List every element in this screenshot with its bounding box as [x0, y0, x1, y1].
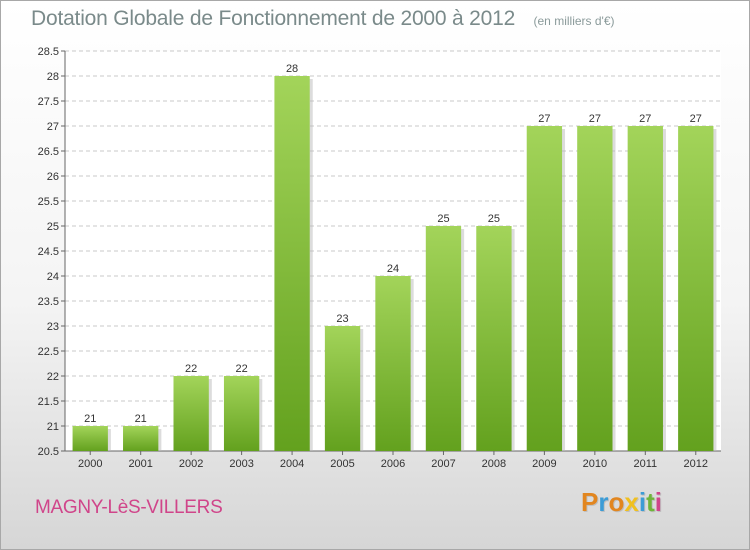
- bar: [526, 126, 563, 451]
- logo-letter: P: [581, 487, 599, 517]
- commune-name: MAGNY-LèS-VILLERS: [35, 497, 223, 518]
- y-tick-label: 24: [47, 271, 59, 283]
- bar-value-label: 23: [336, 313, 348, 325]
- bar-value-label: 22: [185, 363, 197, 375]
- x-tick-label: 2002: [179, 458, 203, 470]
- y-tick-label: 21: [47, 421, 59, 433]
- bar: [324, 326, 361, 451]
- x-tick-label: 2011: [633, 458, 657, 470]
- x-tick-label: 2005: [330, 458, 354, 470]
- bar: [223, 376, 260, 451]
- bar-value-label: 27: [589, 113, 601, 125]
- title-block: Dotation Globale de Fonctionnement de 20…: [31, 7, 615, 31]
- bar: [678, 126, 714, 451]
- bar-value-label: 27: [538, 113, 550, 125]
- y-tick-label: 25: [47, 221, 59, 233]
- y-tick-label: 23.5: [38, 296, 59, 308]
- y-tick-label: 20.5: [38, 446, 59, 458]
- x-tick-label: 2001: [128, 458, 152, 470]
- y-tick-label: 26.5: [38, 146, 59, 158]
- y-tick-label: 25.5: [38, 196, 59, 208]
- bar-value-label: 25: [488, 213, 500, 225]
- x-tick-label: 2012: [684, 458, 708, 470]
- y-tick-label: 21.5: [38, 396, 59, 408]
- bar: [173, 376, 209, 451]
- logo-letter: r: [598, 487, 609, 517]
- logo-letter: o: [608, 487, 625, 517]
- proxiti-logo[interactable]: Proxiti: [581, 487, 662, 518]
- x-tick-label: 2010: [583, 458, 607, 470]
- bar: [123, 426, 159, 451]
- bar-value-label: 21: [135, 413, 147, 425]
- y-tick-label: 24.5: [38, 246, 59, 258]
- chart-title: Dotation Globale de Fonctionnement de 20…: [31, 7, 516, 30]
- x-tick-label: 2003: [229, 458, 253, 470]
- bar: [627, 126, 663, 451]
- y-tick-label: 22.5: [38, 346, 59, 358]
- y-tick-label: 26: [47, 171, 59, 183]
- bar: [274, 76, 310, 451]
- bar-value-label: 22: [235, 363, 247, 375]
- chart-subtitle: (en milliers d'€): [533, 14, 615, 28]
- x-tick-label: 2009: [532, 458, 556, 470]
- y-tick-label: 23: [47, 321, 59, 333]
- y-tick-label: 28: [47, 71, 59, 83]
- bar-value-label: 28: [286, 63, 298, 75]
- bar: [577, 126, 613, 451]
- bar-value-label: 27: [639, 113, 651, 125]
- x-tick-label: 2008: [482, 458, 506, 470]
- bar: [375, 276, 411, 451]
- bar: [476, 226, 512, 451]
- bar-value-label: 27: [690, 113, 702, 125]
- logo-letter: i: [654, 487, 662, 517]
- bar-value-label: 24: [387, 263, 399, 275]
- bar-value-label: 25: [437, 213, 449, 225]
- bar-value-label: 21: [84, 413, 96, 425]
- x-tick-label: 2006: [381, 458, 405, 470]
- logo-letter: x: [624, 487, 639, 517]
- y-tick-label: 28.5: [38, 46, 59, 58]
- y-tick-label: 27.5: [38, 96, 59, 108]
- y-tick-label: 27: [47, 121, 59, 133]
- x-tick-label: 2004: [280, 458, 304, 470]
- bar: [72, 426, 108, 451]
- x-tick-label: 2007: [431, 458, 455, 470]
- bar: [425, 226, 462, 451]
- y-tick-label: 22: [47, 371, 59, 383]
- logo-letter: i: [638, 487, 647, 517]
- logo-letter: t: [646, 487, 655, 517]
- x-tick-label: 2000: [78, 458, 102, 470]
